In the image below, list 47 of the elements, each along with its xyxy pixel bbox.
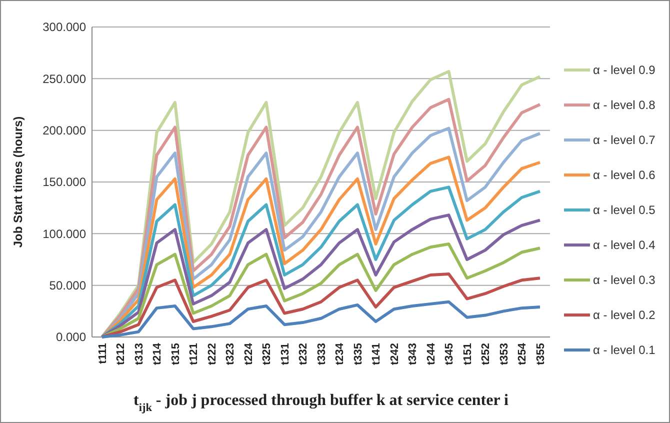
line-series: [100, 242, 542, 338]
x-axis-title: t$_{ijk}$ - job j processed through buffer k at service center i: [134, 392, 510, 414]
line-series: [100, 272, 542, 338]
legend-label: α - level 0.4: [593, 238, 656, 252]
x-tick-label: t313: [133, 343, 146, 366]
x-tick-label: t353: [498, 343, 510, 366]
x-tick-label: t121: [188, 343, 200, 366]
x-tick-label: t335: [352, 343, 364, 366]
x-tick-label: t345: [444, 343, 456, 366]
x-tick-label: t131: [279, 343, 292, 366]
y-axis-title: Job Start times (hours): [11, 116, 25, 248]
legend-label: α - level 0.2: [593, 308, 656, 322]
y-tick-label: 50.000: [49, 278, 86, 293]
y-tick-label: 250.000: [42, 72, 86, 86]
legend-label: α - level 0.1: [593, 343, 656, 358]
x-tick-label: t214: [152, 342, 164, 366]
x-tick-label: t343: [407, 343, 420, 366]
legend-label: α - level 0.5: [593, 203, 656, 218]
y-tick-label: 200.000: [42, 124, 86, 138]
x-tick-label: t333: [316, 343, 328, 366]
x-tick-label: t224: [242, 342, 255, 366]
legend-label: α - level 0.7: [593, 133, 656, 148]
x-tick-label: t323: [224, 343, 237, 366]
legend-label: α - level 0.9: [593, 63, 656, 78]
y-tick-label: 150.000: [42, 175, 86, 190]
line-series: [100, 214, 542, 338]
x-tick-label: t244: [425, 342, 438, 366]
legend-label: α - level 0.3: [593, 273, 656, 288]
x-tick-label: t252: [480, 343, 492, 366]
y-tick-label: 300.000: [42, 20, 86, 34]
x-tick-label: t151: [462, 343, 474, 366]
x-tick-label: t141: [370, 343, 383, 366]
x-tick-label: t242: [388, 343, 401, 366]
x-tick-label: t111: [96, 343, 109, 364]
y-tick-label: 100.000: [42, 226, 86, 241]
x-tick-label: t325: [261, 343, 274, 366]
line-series: [100, 300, 542, 338]
x-tick-label: t212: [115, 343, 128, 366]
x-tick-label: t234: [334, 342, 346, 366]
legend-label: α - level 0.6: [593, 168, 656, 182]
y-tick-label: 0.000: [56, 330, 86, 344]
legend-label: α - level 0.8: [593, 98, 656, 112]
x-tick-label: t355: [534, 343, 547, 366]
x-tick-label: t222: [206, 343, 218, 366]
x-tick-label: t232: [298, 343, 310, 366]
x-tick-label: t254: [516, 342, 529, 366]
x-tick-label: t315: [170, 343, 182, 366]
